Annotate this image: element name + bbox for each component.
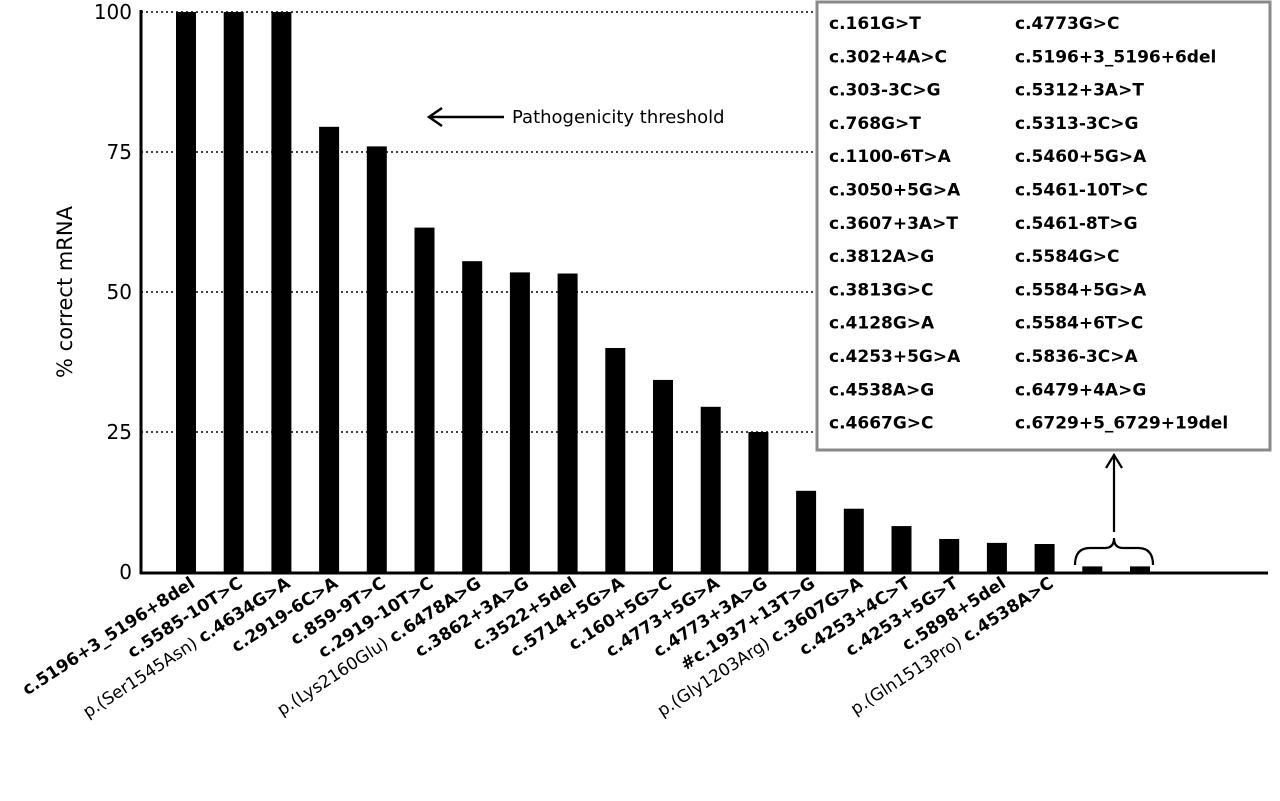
threshold-arrowhead-icon (426, 106, 443, 128)
legend-item: c.303-3C>G (829, 81, 941, 101)
bar (271, 12, 292, 573)
legend-item: c.5584G>C (1015, 247, 1120, 267)
legend-box: c.161G>T c.302+4A>C c.303-3C>G c.768G>T c.11… (815, 0, 1272, 452)
brace-arrowhead-icon (1105, 452, 1123, 469)
legend-item: c.5461-10T>C (1015, 181, 1148, 201)
legend-item: c.4667G>C (829, 414, 934, 434)
legend-item: c.161G>T (829, 14, 921, 34)
bar (843, 508, 864, 573)
legend-item: c.5836-3C>A (1015, 347, 1138, 367)
legend-item: c.4253+5G>A (829, 347, 961, 367)
bar (319, 126, 340, 574)
threshold-label: Pathogenicity threshold (512, 107, 725, 128)
bar (939, 538, 960, 573)
brace-annotation (1073, 452, 1155, 566)
legend-item: c.5196+3_5196+6del (1015, 47, 1216, 67)
y-tick-label: 100 (94, 0, 132, 24)
bar (891, 526, 912, 573)
legend-item: c.3812A>G (829, 247, 934, 267)
legend-item: c.1100-6T>A (829, 147, 952, 167)
y-tick-label: 0 (119, 560, 132, 584)
legend-item: c.302+4A>C (829, 47, 947, 67)
bar (700, 406, 721, 573)
bar (223, 12, 244, 573)
legend-column-2: c.4773G>C c.5196+3_5196+6del c.5312+3A>T c.… (1015, 14, 1228, 434)
legend-item: c.5584+6T>C (1015, 314, 1143, 334)
bar (414, 227, 435, 573)
legend-item: c.3607+3A>T (829, 214, 958, 234)
y-tick-label: 50 (107, 280, 132, 304)
bars (176, 12, 1150, 574)
bar (176, 12, 196, 573)
y-tick-label: 25 (107, 420, 132, 444)
x-tick-labels: c.5196+3_5196+8delc.5585-10T>Cp.(Ser1545… (19, 573, 1057, 723)
threshold-annotation: Pathogenicity threshold (426, 106, 725, 128)
bar (653, 379, 673, 573)
y-tick-label: 75 (107, 140, 132, 164)
bar (509, 272, 530, 573)
legend-item: c.768G>T (829, 114, 921, 134)
bar (1130, 566, 1150, 573)
legend-item: c.6479+4A>G (1015, 380, 1146, 400)
bar (748, 432, 769, 573)
legend-border (815, 0, 1272, 452)
legend-item: c.5312+3A>T (1015, 81, 1144, 101)
legend-item: c.3050+5G>A (829, 181, 961, 201)
bar (605, 348, 626, 573)
legend-item: c.4128G>A (829, 314, 935, 334)
bar (986, 542, 1007, 573)
bar (1082, 566, 1103, 573)
legend-item: c.4538A>G (829, 380, 934, 400)
bar (462, 261, 483, 573)
legend-item: c.3813G>C (829, 280, 934, 300)
legend-item: c.5313-3C>G (1015, 114, 1138, 134)
y-tick-labels: 100 75 50 25 0 (94, 0, 132, 584)
brace-icon (1073, 537, 1155, 566)
bar (557, 273, 578, 573)
legend-item: c.5584+5G>A (1015, 280, 1147, 300)
legend-item: c.6729+5_6729+19del (1015, 414, 1228, 434)
legend-item: c.5460+5G>A (1015, 147, 1147, 167)
bar (796, 490, 817, 573)
legend-item: c.5461-8T>G (1015, 214, 1138, 234)
bar (366, 146, 387, 573)
legend-item: c.4773G>C (1015, 14, 1120, 34)
y-axis-label: % correct mRNA (53, 205, 77, 378)
bar (1034, 544, 1055, 573)
legend-column-1: c.161G>T c.302+4A>C c.303-3C>G c.768G>T c.11… (829, 14, 961, 434)
